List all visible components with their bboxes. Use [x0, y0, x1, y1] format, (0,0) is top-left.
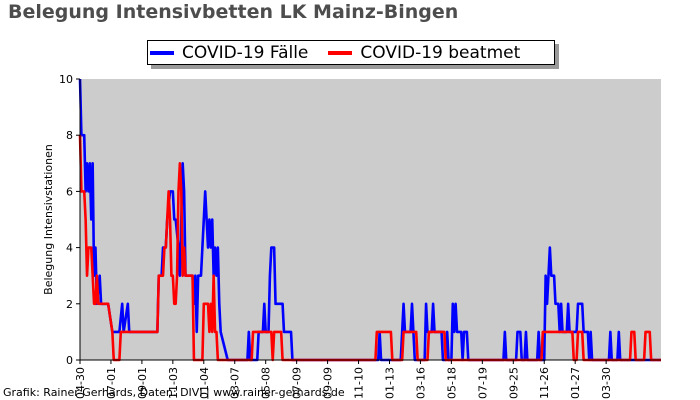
y-tick-label: 0 [66, 354, 73, 367]
x-tick-label: 05-08 [260, 367, 273, 399]
legend-label-faelle: COVID-19 Fälle [182, 42, 309, 63]
x-tick-label: 03-16 [414, 367, 427, 399]
x-tick-label: 11-03 [167, 367, 180, 399]
legend: COVID-19 Fälle COVID-19 beatmet [147, 40, 555, 65]
y-axis-label: Belegung Intensivstationen [42, 144, 55, 295]
x-tick-label: 04-30 [74, 367, 87, 399]
x-tick-label: 07-19 [476, 367, 489, 399]
legend-swatch-beatmet [328, 50, 353, 55]
chart-title: Belegung Intensivbetten LK Mainz-Bingen [8, 1, 459, 23]
y-tick-label: 8 [66, 129, 73, 142]
x-tick-label: 03-30 [600, 367, 613, 399]
x-tick-label: 05-18 [445, 367, 458, 399]
credit-text: Grafik: Rainer Gerhards, Daten: DIVI | w… [3, 386, 345, 399]
x-tick-label: 09-25 [507, 367, 520, 399]
x-tick-label: 03-07 [229, 367, 242, 399]
x-tick-label: 09-09 [322, 367, 335, 399]
x-tick-label: 09-01 [136, 367, 149, 399]
x-tick-label: 01-04 [198, 367, 211, 399]
legend-item-beatmet: COVID-19 beatmet [328, 43, 520, 63]
legend-swatch-faelle [150, 50, 174, 55]
x-tick-label: 11-10 [353, 367, 366, 399]
legend-item-faelle: COVID-19 Fälle [150, 43, 308, 63]
y-tick-label: 6 [66, 185, 73, 198]
x-tick-label: 07-01 [105, 367, 118, 399]
x-tick-label: 11-26 [538, 367, 551, 399]
y-tick-label: 4 [66, 242, 73, 255]
legend-label-beatmet: COVID-19 beatmet [360, 42, 521, 63]
y-tick-label: 2 [66, 298, 73, 311]
x-tick-label: 01-27 [569, 367, 582, 399]
x-tick-label: 01-13 [383, 367, 396, 399]
x-axis: 04-30 07-01 09-01 11-03 01-04 03-07 05-08 07-09… [74, 359, 661, 399]
y-tick-label: 10 [59, 73, 73, 86]
x-tick-label: 07-09 [291, 367, 304, 399]
y-axis: 0 2 4 6 8 10 [59, 73, 81, 367]
series-line-1 [78, 135, 661, 362]
